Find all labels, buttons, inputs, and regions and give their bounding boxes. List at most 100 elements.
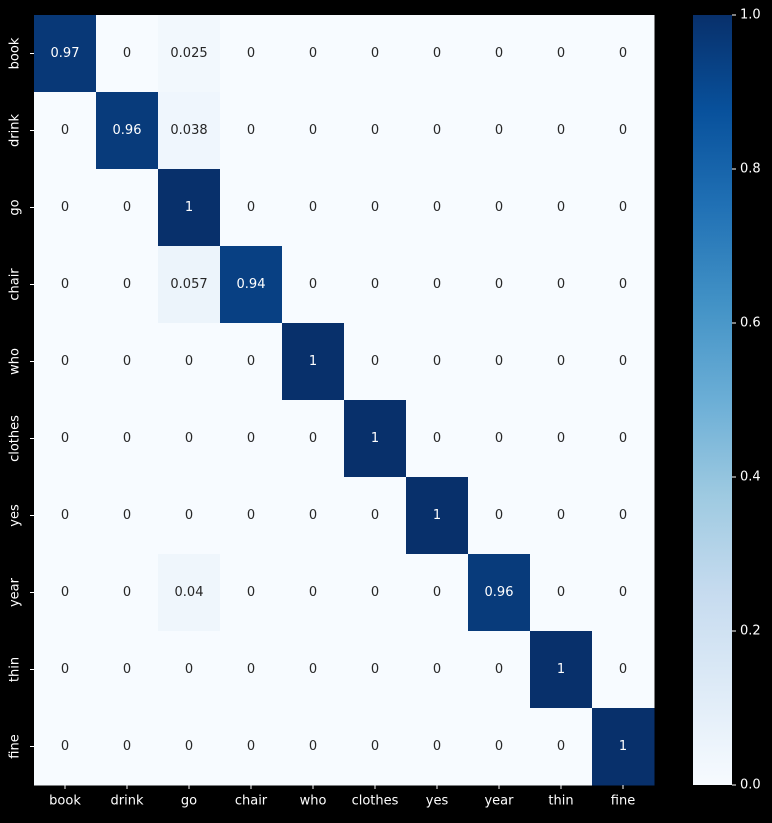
cell-value-label: 0 [433,46,441,61]
heatmap-cell [34,323,97,401]
heatmap-cell [592,323,655,401]
y-tick-label: drink [8,114,23,147]
cell-value-label: 0 [185,354,193,369]
cell-value-label: 0 [557,277,565,292]
cell-value-label: 0 [123,277,131,292]
x-axis: book drink go chair who clothes yes year thin fin… [49,785,635,809]
heatmap-cell [96,169,159,247]
cell-value-label: 0 [495,431,503,446]
heatmap-cell [468,169,531,247]
heatmap-cell [220,631,283,709]
cell-value-label: 0 [309,662,317,677]
cell-value-label: 0 [371,508,379,523]
cell-value-label: 0 [495,662,503,677]
x-tick-label: book [49,794,81,809]
heatmap-cell [406,246,469,324]
heatmap-cell [468,323,531,401]
cell-value-label: 0 [433,739,441,754]
cell-value-label: 0 [61,431,69,446]
cell-value-label: 0 [619,277,627,292]
heatmap-cell [220,169,283,247]
cell-value-label: 0 [247,200,255,215]
y-tick-label: go [8,199,23,215]
heatmap-cell [406,477,469,555]
cell-value-label: 0 [557,431,565,446]
heatmap-cell [96,554,159,632]
heatmap-cell [96,400,159,478]
cell-value-label: 0.057 [170,277,207,292]
heatmap-cell [34,631,97,709]
cell-value-label: 0 [61,585,69,600]
heatmap-cell [158,708,221,786]
y-tick-label: chair [8,268,23,301]
cell-value-label: 1 [371,431,379,446]
heatmap-cell [96,246,159,324]
cell-value-label: 0 [495,123,503,138]
cell-value-label: 0 [309,585,317,600]
heatmap-cell [34,477,97,555]
heatmap-cell [158,246,221,324]
colorbar-tick-label: 0.0 [740,778,761,793]
heatmap-cell [344,246,407,324]
cell-value-label: 0 [619,123,627,138]
cell-value-label: 0 [557,739,565,754]
heatmap-cell [158,554,221,632]
heatmap-cell [468,708,531,786]
heatmap-cell [158,323,221,401]
x-tick-label: who [300,794,327,809]
cell-value-label: 0 [371,277,379,292]
cell-value-label: 1 [557,662,565,677]
cell-value-label: 0 [371,200,379,215]
heatmap-cell [406,708,469,786]
heatmap-cell [592,554,655,632]
cell-value-label: 0 [557,200,565,215]
cell-value-label: 0 [247,123,255,138]
heatmap-cell [282,323,345,401]
cell-value-label: 0 [309,508,317,523]
heatmap-cell [468,92,531,170]
cell-value-label: 0 [185,508,193,523]
heatmap-cells [34,15,655,786]
heatmap-cell [530,323,593,401]
cell-value-label: 0 [247,585,255,600]
heatmap-cell [406,169,469,247]
heatmap-cell [530,631,593,709]
cell-value-label: 0 [433,200,441,215]
colorbar-tick-label: 1.0 [740,8,761,23]
cell-value-label: 0 [309,431,317,446]
cell-value-label: 0 [371,46,379,61]
cell-value-label: 0 [123,200,131,215]
x-tick-label: chair [235,794,268,809]
x-tick-label: yes [426,794,449,809]
cell-value-label: 0 [433,585,441,600]
heatmap-cell [34,169,97,247]
cell-value-label: 0 [185,662,193,677]
cell-value-label: 0 [123,662,131,677]
cell-value-label: 0.97 [51,46,80,61]
heatmap-cell [158,15,221,93]
y-axis: book drink go chair who clothes yes year thin fin… [8,37,34,759]
cell-value-label: 1 [619,739,627,754]
cell-value-label: 0 [495,508,503,523]
heatmap-cell [34,15,97,93]
cell-value-label: 0 [619,354,627,369]
cell-value-label: 0 [433,431,441,446]
cell-value-label: 0 [123,508,131,523]
heatmap-cell [530,15,593,93]
heatmap-cell [282,400,345,478]
cell-value-label: 0 [495,354,503,369]
heatmap-cell [34,92,97,170]
heatmap-cell [158,631,221,709]
cell-value-label: 0 [309,200,317,215]
heatmap-cell [592,400,655,478]
heatmap-cell [592,708,655,786]
cell-value-label: 0 [123,354,131,369]
cell-value-label: 0 [61,662,69,677]
y-tick-label: fine [8,734,23,758]
cell-value-label: 0 [371,739,379,754]
cell-value-label: 1 [185,200,193,215]
heatmap-cell [282,15,345,93]
heatmap-cell [220,554,283,632]
heatmap-cell [220,708,283,786]
cell-value-label: 0 [371,123,379,138]
